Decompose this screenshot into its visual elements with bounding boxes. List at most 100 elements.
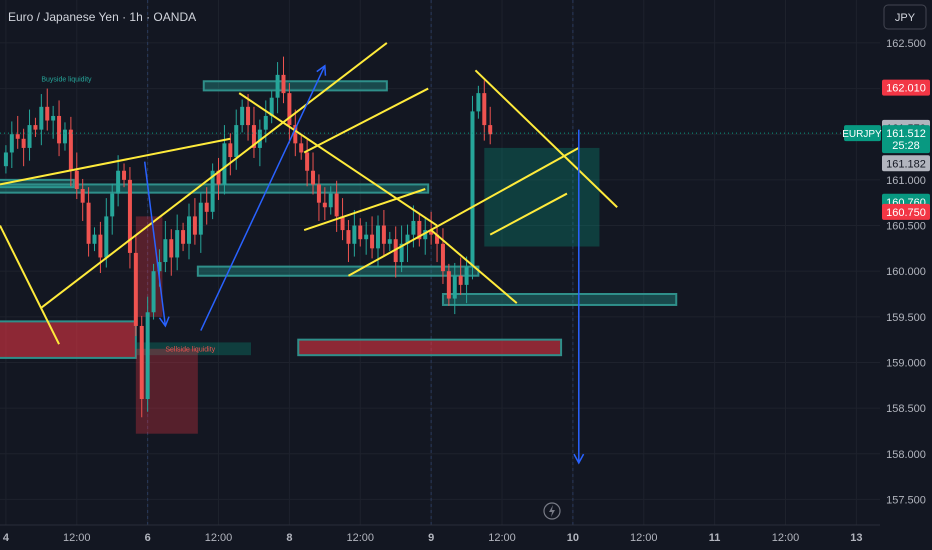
candle-body xyxy=(92,234,97,244)
candle-body xyxy=(80,189,85,203)
candle-body xyxy=(287,93,292,126)
price-tick-label: 159.500 xyxy=(886,312,926,324)
candle-body xyxy=(464,266,469,285)
candle-body xyxy=(133,252,138,326)
candle-body xyxy=(186,216,191,244)
candle-body xyxy=(169,239,174,258)
candle-body xyxy=(68,129,73,171)
price-tick-label: 159.000 xyxy=(886,357,926,369)
candle-body xyxy=(45,106,50,121)
candle-body xyxy=(381,225,386,244)
candle-body xyxy=(145,312,150,399)
candle-body xyxy=(246,106,251,126)
price-tick-label: 162.500 xyxy=(886,38,926,50)
candle-body xyxy=(204,202,209,212)
time-tick-label: 12:00 xyxy=(630,532,658,544)
currency-button[interactable]: JPY xyxy=(883,4,927,30)
trendline[interactable] xyxy=(238,92,438,227)
candle-body xyxy=(470,111,475,267)
liquidity-zone xyxy=(135,348,198,434)
chart-grid xyxy=(0,0,880,525)
time-tick-label: 12:00 xyxy=(63,532,91,544)
trendline[interactable] xyxy=(303,188,426,232)
candle-body xyxy=(198,202,203,235)
price-tick-label: 160.000 xyxy=(886,266,926,278)
trendline[interactable] xyxy=(0,137,231,186)
price-axis[interactable]: 162.500162.000161.500161.000160.500160.0… xyxy=(842,0,932,550)
candle-body xyxy=(352,225,357,244)
drawing-lines[interactable] xyxy=(0,42,880,465)
time-tick-label: 13 xyxy=(850,532,862,544)
candle-body xyxy=(358,225,363,240)
candle-body xyxy=(21,138,26,148)
candle-body xyxy=(74,170,79,189)
time-axis-bg xyxy=(0,525,880,550)
trendline[interactable] xyxy=(0,225,60,345)
candle-body xyxy=(269,97,274,116)
currency-button-label: JPY xyxy=(895,12,916,24)
last-price-badge xyxy=(882,125,930,154)
liquidity-zone xyxy=(196,265,480,277)
candle-body xyxy=(423,230,428,240)
price-badge xyxy=(882,79,930,96)
candle-body xyxy=(446,271,451,299)
price-tick-label: 158.000 xyxy=(886,449,926,461)
candle-body xyxy=(175,230,180,258)
trendline[interactable] xyxy=(40,42,388,309)
liquidity-zone xyxy=(202,80,388,92)
arrow-line[interactable] xyxy=(200,65,326,331)
candle-body xyxy=(281,74,286,94)
candle-body xyxy=(340,216,345,231)
arrow-line[interactable] xyxy=(143,161,167,327)
trendline[interactable] xyxy=(303,87,429,154)
time-tick-label: 12:00 xyxy=(205,532,233,544)
candle-body xyxy=(110,193,115,217)
arrow-head xyxy=(573,453,585,465)
candle-body xyxy=(275,74,280,98)
candle-body xyxy=(316,184,321,203)
candle-body xyxy=(181,230,186,244)
price-badge xyxy=(882,155,930,172)
lightning-icon[interactable] xyxy=(543,502,561,520)
candle-body xyxy=(257,129,262,148)
candle-body xyxy=(293,125,298,144)
candle-body xyxy=(62,129,67,144)
liquidity-zone xyxy=(0,320,137,359)
candle-body xyxy=(27,125,32,148)
time-tick-label: 12:00 xyxy=(488,532,516,544)
time-tick-label: 9 xyxy=(428,532,434,544)
trendline[interactable] xyxy=(489,192,568,236)
candle-body xyxy=(192,216,197,235)
time-tick-label: 10 xyxy=(567,532,579,544)
candle-body xyxy=(33,125,38,130)
candle-body xyxy=(305,152,310,171)
candle-body xyxy=(399,243,404,263)
time-tick-label: 4 xyxy=(3,532,10,544)
countdown-label: 25:28 xyxy=(892,140,920,152)
trendline[interactable] xyxy=(347,147,580,277)
price-badge-label: 162.010 xyxy=(886,83,926,95)
candle-body xyxy=(39,106,44,130)
trendline[interactable] xyxy=(474,69,618,208)
candle-body xyxy=(210,170,215,212)
annotation-label: Buyside liquidity xyxy=(41,76,92,83)
candle-body xyxy=(458,275,463,285)
time-axis[interactable]: 4 12:00 6 12:00 8 12:00 9 12:00 10 12:00 11 12:00 13 xyxy=(0,524,880,550)
symbol-badge xyxy=(844,125,881,142)
candle-body xyxy=(405,234,410,244)
candle-body xyxy=(328,193,333,208)
candle-body xyxy=(228,143,233,158)
candle-body xyxy=(139,325,144,399)
liquidity-zone xyxy=(441,293,678,306)
price-tick-label: 161.000 xyxy=(886,175,926,187)
candle-body xyxy=(370,234,375,249)
candle-body xyxy=(151,271,156,313)
trendline[interactable] xyxy=(430,229,518,304)
candle-body xyxy=(429,230,434,235)
candle-body xyxy=(346,230,351,244)
time-tick-label: 11 xyxy=(709,532,721,544)
candle-body xyxy=(476,93,481,112)
candle-body xyxy=(86,202,91,244)
candle-body xyxy=(263,115,268,130)
